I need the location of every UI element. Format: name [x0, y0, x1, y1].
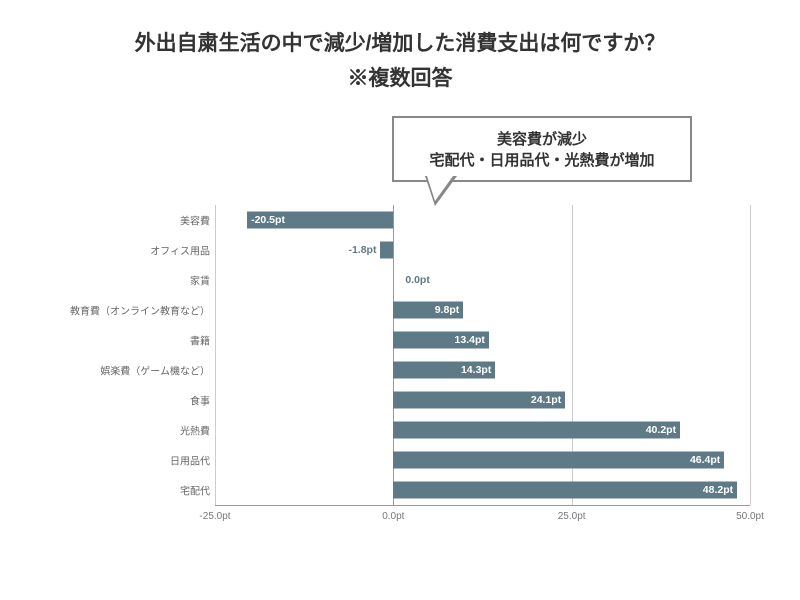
- value-label: 24.1pt: [531, 394, 561, 406]
- x-tick-label: 25.0pt: [558, 511, 586, 522]
- annotation-callout: 美容費が減少 宅配代・日用品代・光熱費が増加: [392, 116, 692, 182]
- value-label: 48.2pt: [703, 484, 733, 496]
- category-label: 光熱費: [10, 423, 210, 438]
- chart-row: 家賃0.0pt: [70, 265, 750, 295]
- x-axis-line: [215, 505, 750, 506]
- chart-row: 教育費（オンライン教育など）9.8pt: [70, 295, 750, 325]
- value-label: 0.0pt: [405, 274, 430, 286]
- value-label: 40.2pt: [646, 424, 676, 436]
- category-label: 美容費: [10, 213, 210, 228]
- value-label: -1.8pt: [348, 244, 376, 256]
- bar-chart: -25.0pt0.0pt25.0pt50.0pt美容費-20.5ptオフィス用品…: [70, 205, 750, 545]
- category-label: 娯楽費（ゲーム機など）: [10, 363, 210, 378]
- x-tick-label: 50.0pt: [736, 511, 764, 522]
- callout-text-1: 美容費が減少: [412, 128, 672, 149]
- category-label: 食事: [10, 393, 210, 408]
- chart-row: オフィス用品-1.8pt: [70, 235, 750, 265]
- chart-row: 食事24.1pt: [70, 385, 750, 415]
- value-label: 13.4pt: [455, 334, 485, 346]
- bar: [393, 482, 737, 499]
- chart-row: 光熱費40.2pt: [70, 415, 750, 445]
- bar: [380, 242, 393, 259]
- value-label: 46.4pt: [690, 454, 720, 466]
- callout-tail-fill-icon: [427, 176, 453, 201]
- category-label: オフィス用品: [10, 243, 210, 258]
- chart-row: 日用品代46.4pt: [70, 445, 750, 475]
- chart-row: 宅配代48.2pt: [70, 475, 750, 505]
- callout-text-2: 宅配代・日用品代・光熱費が増加: [412, 149, 672, 170]
- chart-title-block: 外出自粛生活の中で減少/増加した消費支出は何ですか？ ※複数回答: [0, 0, 800, 92]
- chart-title-sub: ※複数回答: [0, 62, 800, 92]
- category-label: 書籍: [10, 333, 210, 348]
- value-label: 9.8pt: [435, 304, 460, 316]
- bar: [393, 452, 724, 469]
- x-tick-label: 0.0pt: [382, 511, 404, 522]
- chart-row: 美容費-20.5pt: [70, 205, 750, 235]
- chart-title-main: 外出自粛生活の中で減少/増加した消費支出は何ですか？: [0, 28, 800, 60]
- category-label: 日用品代: [10, 453, 210, 468]
- category-label: 家賃: [10, 273, 210, 288]
- chart-row: 娯楽費（ゲーム機など）14.3pt: [70, 355, 750, 385]
- bar: [393, 422, 680, 439]
- category-label: 教育費（オンライン教育など）: [10, 303, 210, 318]
- chart-row: 書籍13.4pt: [70, 325, 750, 355]
- value-label: -20.5pt: [251, 214, 285, 226]
- grid-line: [750, 205, 751, 505]
- value-label: 14.3pt: [461, 364, 491, 376]
- category-label: 宅配代: [10, 483, 210, 498]
- x-tick-label: -25.0pt: [199, 511, 230, 522]
